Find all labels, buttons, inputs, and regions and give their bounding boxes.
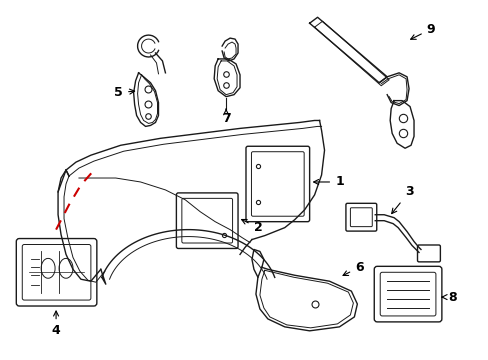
Text: 6: 6	[343, 261, 363, 275]
Text: 2: 2	[241, 220, 262, 234]
Text: 4: 4	[52, 311, 61, 337]
Text: 7: 7	[221, 109, 230, 125]
FancyBboxPatch shape	[245, 146, 309, 222]
Text: 5: 5	[114, 86, 134, 99]
FancyBboxPatch shape	[176, 193, 238, 248]
Text: 1: 1	[313, 175, 343, 189]
Text: 3: 3	[391, 185, 412, 213]
Text: 9: 9	[410, 23, 434, 39]
Text: 8: 8	[441, 291, 456, 303]
